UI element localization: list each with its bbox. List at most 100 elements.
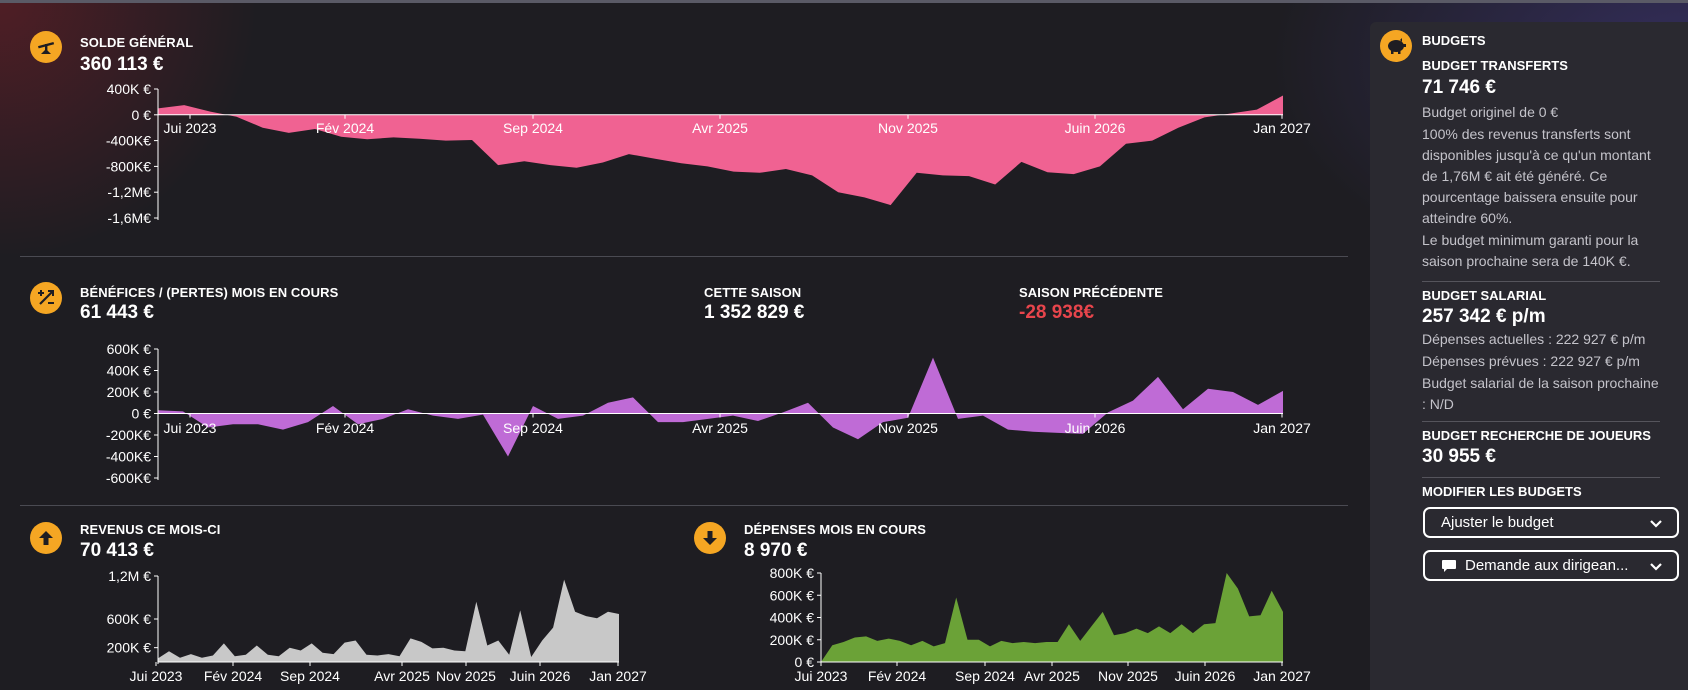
profit-x-tick-label: Jan 2027 [1253,420,1311,436]
transfer-budget-description: 100% des revenus transferts sont disponi… [1422,126,1651,226]
budgets-header: BUDGETS [1422,33,1486,48]
salary-current-spend: Dépenses actuelles : 222 927 € p/m [1422,331,1646,347]
salary-budget-value: 257 342 € p/m [1422,306,1546,327]
profit-title: BÉNÉFICES / (PERTES) MOIS EN COURS [80,285,339,300]
balance-x-tick-label: Nov 2025 [878,120,938,136]
income-x-tick-label: Avr 2025 [374,668,430,684]
profit-x-tick-label: Jui 2023 [164,420,217,436]
expenses-x-tick-label: Fév 2024 [868,668,927,684]
balance-y-tick-label: -400K€ [106,133,151,149]
balance-area-series [158,95,1283,206]
expenses-value: 8 970 € [744,540,808,561]
income-x-tick-label: Nov 2025 [436,668,496,684]
expenses-x-tick-label: Juin 2026 [1175,668,1236,684]
profit-value: 61 443 € [80,302,154,323]
balance-chart: 400K € 0 € -400K€ -800K€ -1,2M€ -1,6M€ Jui 202… [106,81,1311,226]
income-y-tick-label: 1,2M € [108,568,151,584]
scouting-budget-title: BUDGET RECHERCHE DE JOUEURS [1422,428,1651,443]
transfer-budget-title: BUDGET TRANSFERTS [1422,58,1568,73]
balance-title: SOLDE GÉNÉRAL [80,35,194,50]
balance-x-tick-label: Sep 2024 [503,120,563,136]
salary-budget-title: BUDGET SALARIAL [1422,288,1547,303]
transfer-budget-original: Budget originel de 0 € [1422,104,1559,120]
balance-x-tick-label: Fév 2024 [316,120,375,136]
profit-x-tick-label: Juin 2026 [1065,420,1126,436]
expenses-x-tick-label: Nov 2025 [1098,668,1158,684]
balance-y-tick-label: -1,6M€ [107,210,151,226]
board-request-dropdown[interactable]: Demande aux dirigean... [1423,550,1679,581]
profit-y-tick-label: 600K € [107,341,152,357]
panel-divider [1422,477,1660,478]
top-border [0,0,1688,3]
profit-y-tick-label: 0 € [132,406,152,422]
expenses-y-tick-label: 0 € [795,654,815,670]
profit-y-tick-label: -200K€ [106,427,151,443]
income-chart: 1,2M € 600K € 200K € Jui 2023 Fév 2024 Sep 20… [107,568,647,684]
expenses-y-tick-label: 400K € [770,610,815,626]
board-request-label: Demande aux dirigean... [1465,557,1629,574]
expenses-title: DÉPENSES MOIS EN COURS [744,522,927,537]
scouting-budget-value: 30 955 € [1422,446,1496,467]
modify-budgets-title: MODIFIER LES BUDGETS [1422,484,1582,499]
income-x-tick-label: Sep 2024 [280,668,340,684]
expenses-x-tick-label: Jan 2027 [1253,668,1311,684]
income-x-tick-label: Fév 2024 [204,668,263,684]
expenses-x-tick-label: Avr 2025 [1024,668,1080,684]
plus-minus-arrows-icon [30,282,62,314]
income-y-tick-label: 600K € [107,611,152,627]
section-divider [20,256,1348,257]
profit-y-tick-label: -600K€ [106,470,151,486]
balance-x-tick-label: Juin 2026 [1065,120,1126,136]
profit-x-tick-label: Avr 2025 [692,420,748,436]
expenses-chart: 800K € 600K € 400K € 200K € 0 €Jui 2023 Fév 2… [770,565,1311,684]
income-title: REVENUS CE MOIS-CI [80,522,221,537]
profit-x-tick-label: Nov 2025 [878,420,938,436]
speech-bubble-icon [1442,559,1456,572]
balance-scale-icon [30,31,62,63]
income-x-tick-label: Jui 2023 [130,668,183,684]
previous-season-value: -28 938€ [1019,302,1095,323]
budgets-panel: BUDGETS BUDGET TRANSFERTS 71 746 € Budge… [1370,22,1688,690]
balance-x-tick-label: Jan 2027 [1253,120,1311,136]
profit-y-tick-label: 200K € [107,384,152,400]
profit-x-tick-label: Fév 2024 [316,420,375,436]
arrow-up-icon [30,522,62,554]
adjust-budget-label: Ajuster le budget [1441,514,1554,531]
expenses-x-tick-label: Jui 2023 [795,668,848,684]
adjust-budget-dropdown[interactable]: Ajuster le budget [1423,507,1679,538]
arrow-down-icon [694,522,726,554]
section-divider [20,505,1348,506]
income-y-tick-label: 200K € [107,640,152,656]
expenses-section: DÉPENSES MOIS EN COURS 8 970 € [680,510,1360,690]
season-value: 1 352 829 € [704,302,805,323]
balance-x-tick-label: Avr 2025 [692,120,748,136]
profit-y-tick-label: -400K€ [106,449,151,465]
balance-x-tick-label: Jui 2023 [164,120,217,136]
expenses-y-tick-label: 800K € [770,565,815,581]
expenses-y-tick-label: 200K € [770,632,815,648]
salary-next-season: Budget salarial de la saison prochaine :… [1422,375,1659,412]
income-section: REVENUS CE MOIS-CI 70 413 € [0,510,680,690]
season-title: CETTE SAISON [704,285,802,300]
income-area-series [158,579,619,662]
piggy-bank-icon [1380,30,1412,62]
expenses-area-series [821,573,1283,662]
panel-divider [1422,281,1660,282]
transfer-budget-value: 71 746 € [1422,77,1496,98]
balance-value: 360 113 € [80,54,164,75]
income-value: 70 413 € [80,540,154,561]
chevron-down-icon [1650,519,1662,528]
balance-section: SOLDE GÉNÉRAL 360 113 € [0,0,1360,245]
salary-planned-spend: Dépenses prévues : 222 927 € p/m [1422,353,1640,369]
transfer-budget-minimum: Le budget minimum garanti pour la saison… [1422,232,1639,269]
profit-y-tick-label: 400K € [107,363,152,379]
profit-section: BÉNÉFICES / (PERTES) MOIS EN COURS 61 44… [0,260,1360,500]
balance-y-tick-label: 400K € [107,81,152,97]
income-x-tick-label: Jan 2027 [589,668,647,684]
expenses-y-tick-label: 600K € [770,587,815,603]
panel-divider [1422,421,1660,422]
balance-y-tick-label: -800K€ [106,158,151,174]
expenses-x-tick-label: Sep 2024 [955,668,1015,684]
profit-chart: 600K € 400K € 200K € 0 € -200K€ -400K€ -600K€ J… [106,341,1311,486]
balance-y-tick-label: -1,2M€ [107,184,151,200]
